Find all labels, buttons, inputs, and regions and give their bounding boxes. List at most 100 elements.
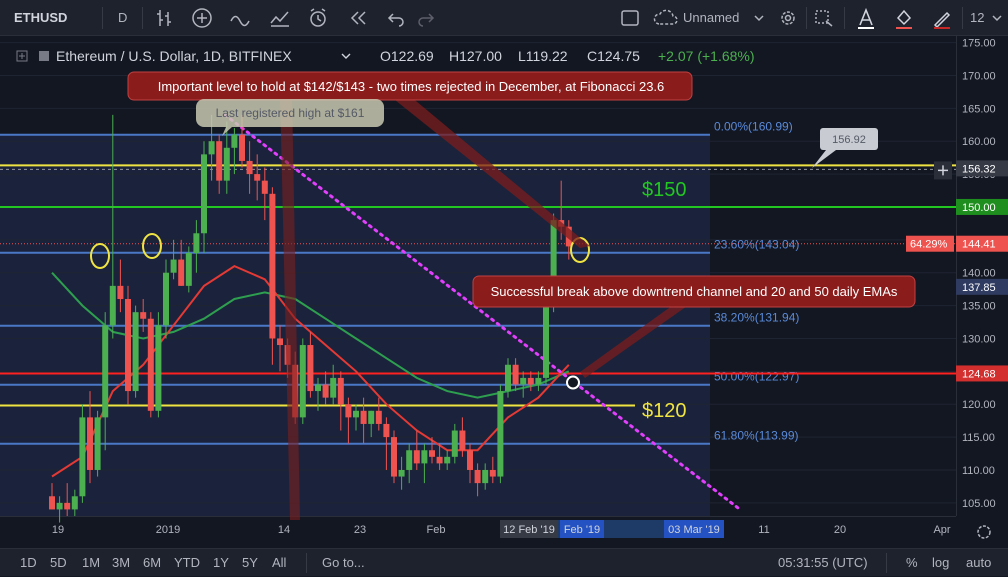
range-all[interactable]: All [272,555,287,570]
chevron-down-icon[interactable] [340,50,352,62]
layout-name[interactable]: Unnamed [683,10,740,25]
axis-corner [956,516,1008,548]
time-tick-label: 19 [52,524,64,536]
top-banner-text: Important level to hold at $142/$143 - t… [158,79,665,94]
breakout-text: Successful break above downtrend channel… [491,284,898,299]
time-tick-label: 14 [278,524,290,536]
candle-body [87,417,93,470]
candle-body [505,364,511,392]
candle-body [299,345,306,418]
candle-body [474,469,481,484]
auto-toggle[interactable]: auto [966,555,992,570]
add-indicator-icon[interactable] [190,6,214,30]
fib-label: 23.60%(143.04) [714,238,799,252]
price-badge-label: 156.32 [962,163,996,175]
candle-body [64,502,71,510]
fib-label: 0.00%(160.99) [714,120,793,134]
time-tick-label: 20 [834,524,846,536]
candle-body [254,174,261,181]
candle-body [406,450,413,470]
goto-button[interactable]: Go to... [322,555,365,570]
price-tick-label: 165.00 [962,103,996,115]
range-ytd[interactable]: YTD [174,555,200,570]
candle-body [56,502,63,510]
log-toggle[interactable]: log [932,555,950,570]
time-tick-label: 23 [354,524,366,536]
candle-body [550,220,557,306]
highlight-circle [90,243,110,269]
candle-body [315,384,321,392]
expand-icon[interactable] [16,50,28,62]
replay-icon[interactable] [346,6,370,30]
fullscreen-icon[interactable] [618,6,642,30]
axis-settings-icon [977,525,991,539]
time-badge-bg [500,520,558,538]
candle-body [360,410,367,424]
interval-button[interactable]: D [118,10,128,25]
toolbar-divider [806,7,807,29]
price-badge-bg [956,278,1008,295]
candle-body [125,299,131,392]
alert-icon[interactable] [306,6,330,30]
time-badge-bg [664,520,724,538]
financials-icon[interactable] [268,6,292,30]
price-badge-bg [956,160,1008,177]
legend-low: L119.22 [518,48,568,64]
range-1y[interactable]: 1Y [213,555,229,570]
candle-body [345,404,352,418]
candle-body [223,147,230,181]
time-axis[interactable] [0,516,956,548]
chevron-down-icon[interactable] [752,6,766,30]
price-tick-label: 115.00 [962,432,995,444]
candle-body [261,180,268,194]
range-1m[interactable]: 1M [82,555,101,570]
select-icon[interactable] [812,6,836,30]
range-1d[interactable]: 1D [20,555,37,570]
range-5d[interactable]: 5D [50,555,67,570]
price-tick-label: 140.00 [962,268,996,280]
price-tick-label: 105.00 [962,498,996,510]
cloud-icon[interactable] [652,6,680,30]
time-badge-label: Feb '19 [564,524,600,536]
legend-title[interactable]: Ethereum / U.S. Dollar, 1D, BITFINEX [56,48,292,64]
banner-arrow [395,96,590,248]
pct-badge-label: 64.29% [910,239,948,251]
candle-body [269,193,276,339]
toolbar-divider [306,553,307,573]
candle-body [208,141,215,155]
indicators-icon[interactable] [228,6,252,30]
range-3m[interactable]: 3M [112,555,131,570]
candle-body [497,391,504,477]
range-6m[interactable]: 6M [143,555,162,570]
candle-body [391,437,397,477]
fill-color-icon[interactable] [892,6,916,30]
price-tick-label: 175.00 [962,38,996,50]
candle-body [79,417,86,497]
candle-body [307,345,314,392]
candle-body [527,377,534,385]
undo-icon[interactable] [384,6,408,30]
last-high-box [196,99,384,127]
price-badge-label: 150.00 [962,202,996,214]
candle-body [429,450,435,457]
text-color-icon[interactable] [854,6,878,30]
label-150: $150 [642,179,687,201]
zoom-select[interactable]: 12 [970,10,985,25]
bar-style-icon[interactable] [152,6,176,30]
candle-body [71,496,78,510]
range-5y[interactable]: 5Y [242,555,258,570]
price-tick-label: 110.00 [962,465,995,477]
redo-icon[interactable] [414,6,438,30]
percent-toggle[interactable]: % [906,555,918,570]
candle-body [117,285,124,300]
clock[interactable]: 05:31:55 (UTC) [778,555,868,570]
symbol-search[interactable]: ETHUSD [14,10,68,25]
candle-body [155,325,162,411]
square-icon [39,51,49,61]
chevron-down-icon[interactable] [990,6,1004,30]
banner-arrow-2 [280,94,300,520]
brush-icon[interactable] [930,6,954,30]
settings-icon[interactable] [776,6,800,30]
candle-body [185,252,192,286]
